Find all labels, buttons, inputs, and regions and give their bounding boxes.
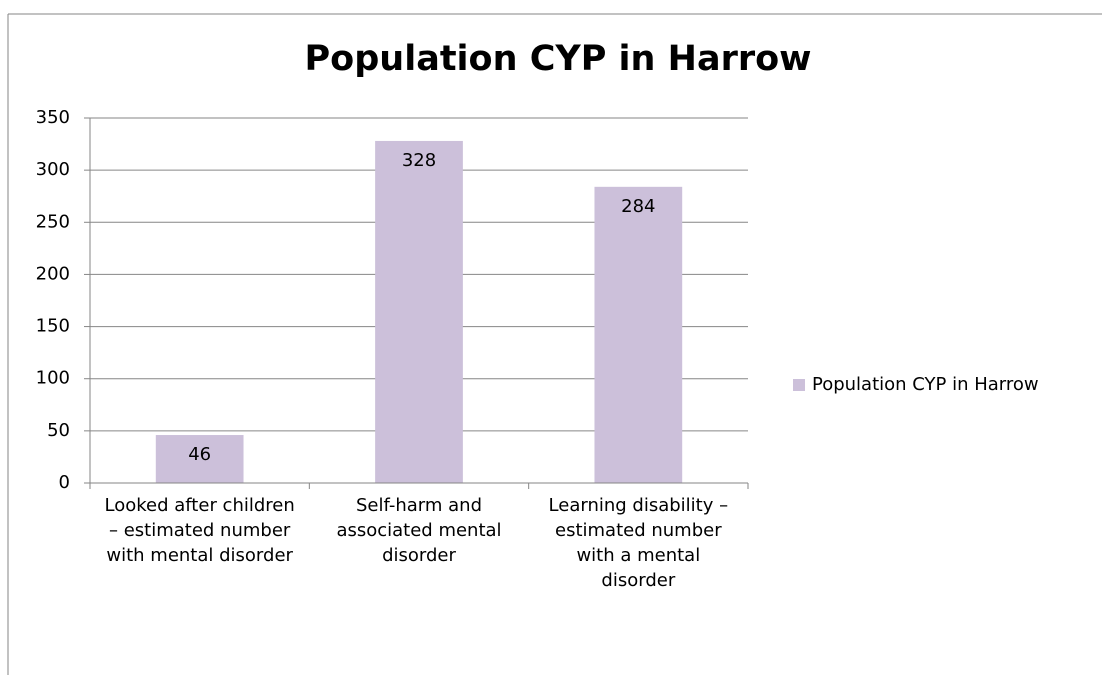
x-tick-label: Learning disability – estimated number w… — [548, 495, 729, 591]
bar — [594, 186, 683, 484]
y-tick-label: 250 — [36, 211, 70, 232]
legend-swatch — [793, 379, 805, 391]
data-label: 46 — [188, 444, 211, 465]
y-tick-label: 100 — [36, 368, 70, 389]
y-tick-label: 200 — [36, 263, 70, 284]
x-tick-label: Looked after children – estimated number… — [104, 495, 295, 566]
y-tick-label: 0 — [59, 472, 70, 493]
data-label: 328 — [402, 150, 436, 171]
y-tick-label: 300 — [36, 159, 70, 180]
chart-title: Population CYP in Harrow — [305, 39, 812, 79]
y-tick-label: 50 — [47, 420, 70, 441]
data-label: 284 — [621, 196, 655, 217]
y-tick-label: 350 — [36, 107, 70, 128]
bar — [375, 140, 463, 483]
legend-label: Population CYP in Harrow — [812, 374, 1039, 395]
bar — [155, 435, 244, 483]
y-tick-label: 150 — [36, 316, 70, 337]
x-tick-label: Self-harm and associated mental disorder — [336, 495, 502, 566]
